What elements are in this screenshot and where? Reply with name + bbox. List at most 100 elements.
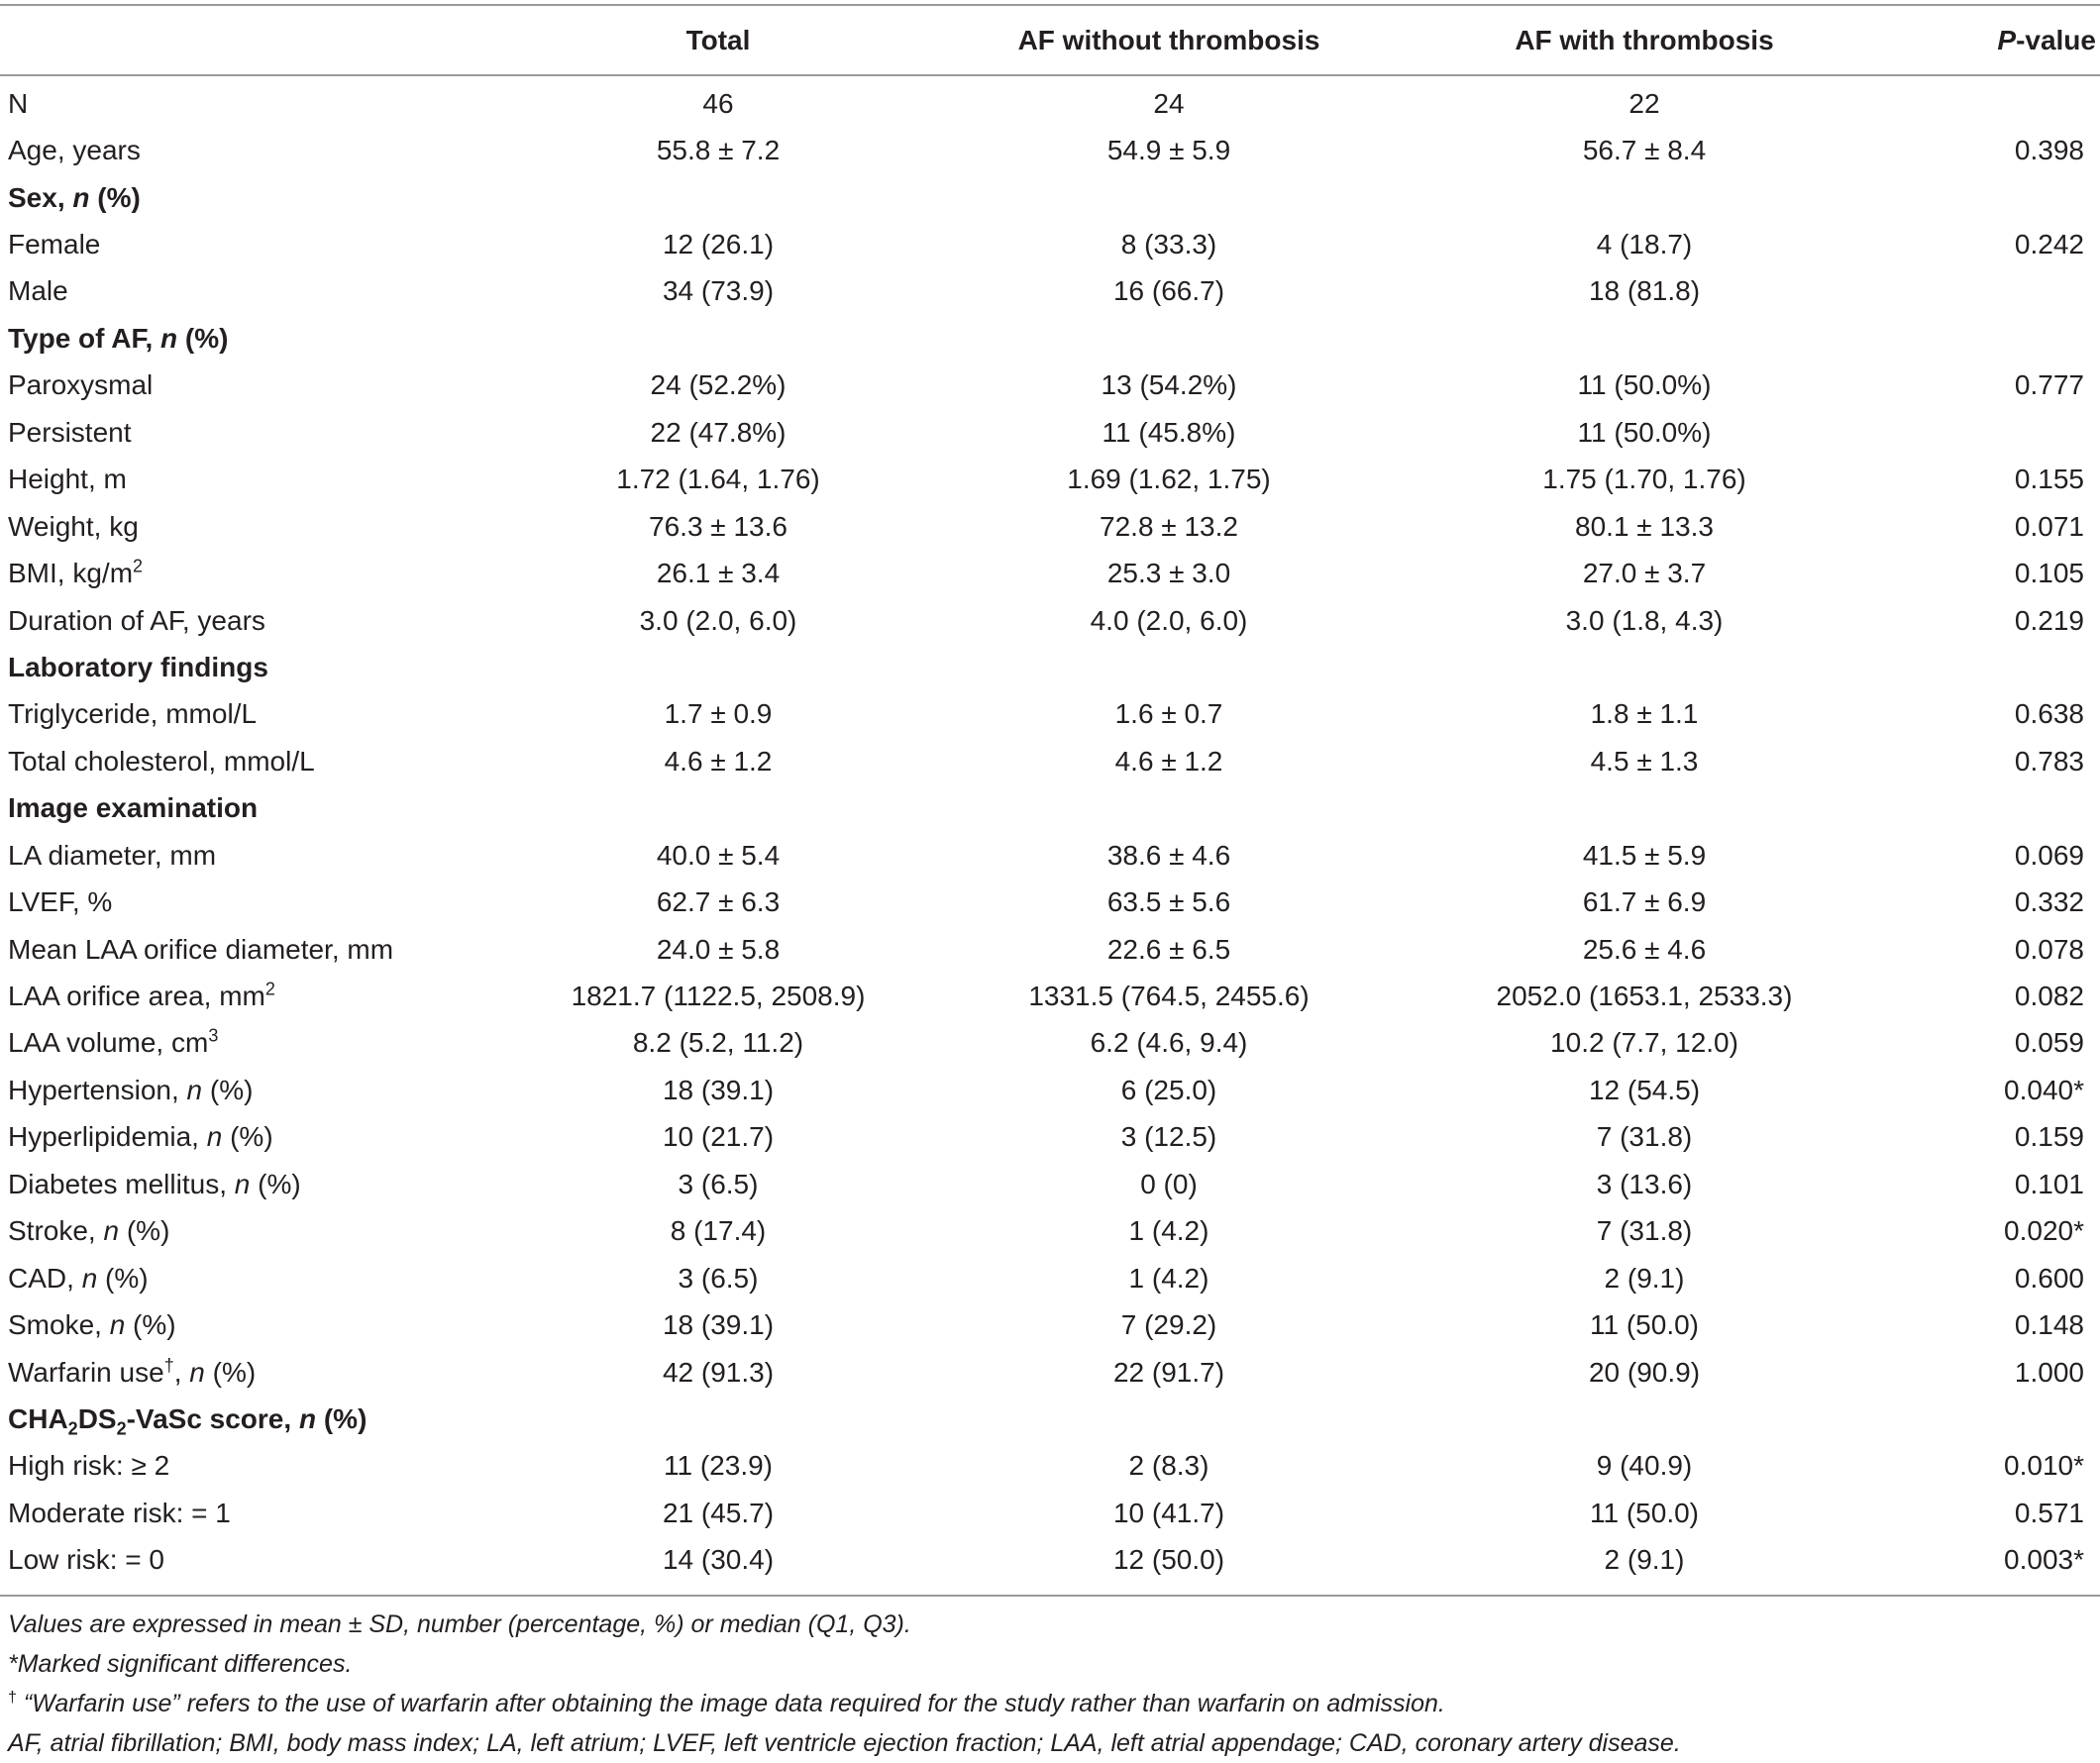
cell-total: 76.3 ± 13.6 xyxy=(649,510,788,542)
cell-p-value: 0.777 xyxy=(2014,369,2084,401)
cell-without: 72.8 ± 13.2 xyxy=(1100,510,1238,542)
cell-with: 25.6 ± 4.6 xyxy=(1582,933,1707,965)
header-p-value: P-value xyxy=(1997,24,2096,55)
cell-with: 4 (18.7) xyxy=(1596,229,1693,260)
cell-total: 12 (26.1) xyxy=(662,229,775,260)
cell-p-value: 0.783 xyxy=(2014,745,2084,777)
cell-p-value: 0.010* xyxy=(2004,1450,2084,1482)
cell-without: 8 (33.3) xyxy=(1120,229,1217,260)
row-label: LAA orifice area, mm2 xyxy=(8,979,275,1012)
table-row: Low risk: = 0 14 (30.4) 12 (50.0) 2 (9.1… xyxy=(0,1537,2100,1584)
cell-total: 62.7 ± 6.3 xyxy=(656,886,781,918)
cell-without: 12 (50.0) xyxy=(1112,1544,1225,1576)
cell-with: 27.0 ± 3.7 xyxy=(1582,558,1707,589)
row-label: Weight, kg xyxy=(8,510,139,542)
cell-without: 2 (8.3) xyxy=(1128,1450,1209,1482)
section-row: Type of AF, n (%) xyxy=(0,315,2100,362)
row-label: Low risk: = 0 xyxy=(8,1544,164,1576)
cell-p-value: 0.078 xyxy=(2014,933,2084,965)
row-label: LA diameter, mm xyxy=(8,839,217,871)
row-label: Hypertension, n (%) xyxy=(8,1074,254,1105)
cell-with: 56.7 ± 8.4 xyxy=(1582,135,1707,166)
cell-without: 25.3 ± 3.0 xyxy=(1106,558,1231,589)
cell-total: 26.1 ± 3.4 xyxy=(656,558,781,589)
cell-with: 2052.0 (1653.1, 2533.3) xyxy=(1496,981,1793,1012)
cell-p-value: 0.242 xyxy=(2014,229,2084,260)
cell-p-value: 0.638 xyxy=(2014,698,2084,730)
section-label: Sex, n (%) xyxy=(8,181,141,213)
table-row: LAA orifice area, mm2 1821.7 (1122.5, 25… xyxy=(0,973,2100,1019)
row-label: Persistent xyxy=(8,416,132,448)
cell-without: 4.0 (2.0, 6.0) xyxy=(1090,604,1248,636)
section-label: Image examination xyxy=(8,792,259,824)
table-row: Male 34 (73.9) 16 (66.7) 18 (81.8) xyxy=(0,268,2100,315)
cell-without: 1.69 (1.62, 1.75) xyxy=(1067,464,1271,495)
row-label: Triglyceride, mmol/L xyxy=(8,698,258,730)
row-label: Duration of AF, years xyxy=(8,604,265,636)
row-label: Male xyxy=(8,275,68,307)
cell-with: 4.5 ± 1.3 xyxy=(1590,745,1699,777)
row-label: Paroxysmal xyxy=(8,369,154,401)
cell-p-value: 0.600 xyxy=(2014,1262,2084,1294)
cell-total: 22 (47.8%) xyxy=(650,416,787,448)
row-label: CAD, n (%) xyxy=(8,1262,149,1294)
header-af-with-thrombosis: AF with thrombosis xyxy=(1515,24,1774,55)
table-row: Duration of AF, years 3.0 (2.0, 6.0) 4.0… xyxy=(0,597,2100,644)
cell-total: 24.0 ± 5.8 xyxy=(656,933,781,965)
cell-with: 7 (31.8) xyxy=(1596,1215,1693,1247)
header-row: Total AF without thrombosis AF with thro… xyxy=(0,6,2100,74)
table-row: High risk: ≥ 2 11 (23.9) 2 (8.3) 9 (40.9… xyxy=(0,1443,2100,1490)
cell-p-value: 0.082 xyxy=(2014,981,2084,1012)
cell-p-value xyxy=(1862,409,2100,456)
cell-total: 18 (39.1) xyxy=(662,1074,775,1105)
cell-without: 63.5 ± 5.6 xyxy=(1106,886,1231,918)
cell-without: 1331.5 (764.5, 2455.6) xyxy=(1028,981,1310,1012)
cell-with: 10.2 (7.7, 12.0) xyxy=(1550,1027,1738,1059)
cell-without: 1.6 ± 0.7 xyxy=(1114,698,1223,730)
footnote-warfarin: † “Warfarin use” refers to the use of wa… xyxy=(8,1689,1445,1717)
cell-p-value: 0.040* xyxy=(2004,1074,2084,1105)
cell-with: 41.5 ± 5.9 xyxy=(1582,839,1707,871)
cell-p-value xyxy=(1862,268,2100,315)
section-label: CHA2DS2-VaSc score, n (%) xyxy=(8,1402,368,1439)
cell-total: 46 xyxy=(702,87,734,119)
cell-without: 4.6 ± 1.2 xyxy=(1114,745,1223,777)
row-label: Stroke, n (%) xyxy=(8,1215,170,1247)
row-label: LVEF, % xyxy=(8,886,113,918)
table-row: LAA volume, cm3 8.2 (5.2, 11.2) 6.2 (4.6… xyxy=(0,1020,2100,1067)
table-row: Age, years 55.8 ± 7.2 54.9 ± 5.9 56.7 ± … xyxy=(0,127,2100,173)
cell-with: 11 (50.0%) xyxy=(1577,369,1712,401)
cell-with: 3.0 (1.8, 4.3) xyxy=(1565,604,1724,636)
cell-with: 1.75 (1.70, 1.76) xyxy=(1542,464,1746,495)
table-row: Mean LAA orifice diameter, mm 24.0 ± 5.8… xyxy=(0,926,2100,973)
cell-total: 1.72 (1.64, 1.76) xyxy=(616,464,820,495)
cell-total: 3.0 (2.0, 6.0) xyxy=(639,604,797,636)
header-total: Total xyxy=(685,24,751,55)
row-label: Hyperlipidemia, n (%) xyxy=(8,1121,273,1153)
cell-p-value: 0.069 xyxy=(2014,839,2084,871)
row-label: Moderate risk: = 1 xyxy=(8,1497,231,1528)
cell-p-value: 0.059 xyxy=(2014,1027,2084,1059)
table-row: CAD, n (%) 3 (6.5) 1 (4.2) 2 (9.1) 0.600 xyxy=(0,1255,2100,1301)
cell-with: 20 (90.9) xyxy=(1588,1356,1701,1388)
row-label: Mean LAA orifice diameter, mm xyxy=(8,933,394,965)
table-row: Hyperlipidemia, n (%) 10 (21.7) 3 (12.5)… xyxy=(0,1114,2100,1161)
table-row: Hypertension, n (%) 18 (39.1) 6 (25.0) 1… xyxy=(0,1067,2100,1113)
table-row: Height, m 1.72 (1.64, 1.76) 1.69 (1.62, … xyxy=(0,457,2100,503)
cell-total: 24 (52.2%) xyxy=(650,369,787,401)
table-row: Diabetes mellitus, n (%) 3 (6.5) 0 (0) 3… xyxy=(0,1161,2100,1207)
cell-with: 3 (13.6) xyxy=(1596,1168,1693,1199)
cell-p-value: 0.571 xyxy=(2014,1497,2084,1528)
cell-p-value: 0.003* xyxy=(2004,1544,2084,1576)
cell-without: 24 xyxy=(1153,87,1185,119)
cell-without: 6 (25.0) xyxy=(1120,1074,1217,1105)
cell-total: 1.7 ± 0.9 xyxy=(664,698,773,730)
row-label: Age, years xyxy=(8,135,141,166)
row-label: Female xyxy=(8,229,101,260)
section-row: CHA2DS2-VaSc score, n (%) xyxy=(0,1396,2100,1442)
cell-without: 16 (66.7) xyxy=(1112,275,1225,307)
cell-p-value: 0.219 xyxy=(2014,604,2084,636)
cell-total: 4.6 ± 1.2 xyxy=(664,745,773,777)
cell-total: 1821.7 (1122.5, 2508.9) xyxy=(571,981,866,1012)
section-row: Sex, n (%) xyxy=(0,174,2100,221)
